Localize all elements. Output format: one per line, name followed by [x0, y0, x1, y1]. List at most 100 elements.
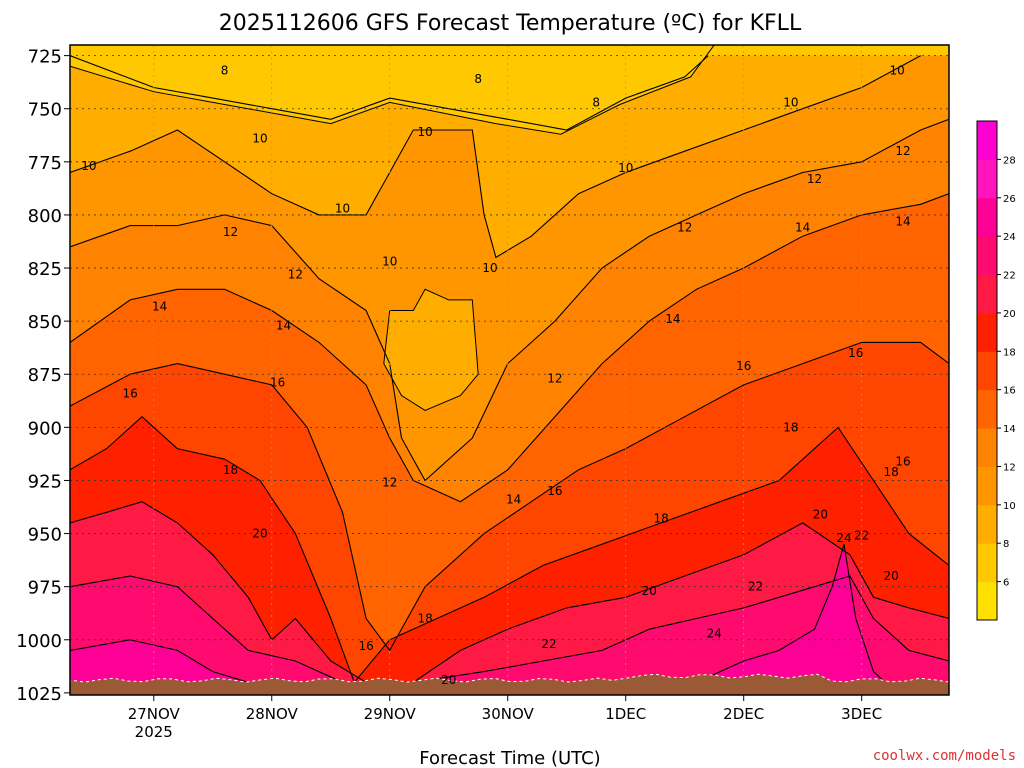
contour-label: 18	[417, 612, 432, 626]
contour-label: 16	[547, 484, 562, 498]
contour-label: 14	[506, 493, 521, 507]
colorbar-label: 8	[1003, 539, 1009, 550]
contour-label: 16	[736, 359, 751, 373]
y-tick-label: 925	[28, 471, 62, 492]
y-tick-label: 725	[28, 47, 62, 68]
isotherm-14	[70, 193, 949, 503]
colorbar-label: 24	[1003, 232, 1016, 243]
contour-label: 20	[642, 584, 657, 598]
y-tick-label: 875	[28, 365, 62, 386]
x-tick-label: 29NOV	[364, 705, 417, 723]
y-tick-label: 850	[28, 312, 62, 333]
y-tick-label: 950	[28, 525, 62, 546]
colorbar-swatch	[977, 504, 997, 544]
x-tick-label: 27NOV	[128, 705, 181, 723]
colorbar-swatch	[977, 466, 997, 506]
ground-surface	[70, 673, 949, 695]
contour-label: 20	[813, 507, 828, 521]
contour-label: 10	[783, 95, 798, 109]
y-tick-label: 825	[28, 259, 62, 280]
colorbar-swatch	[977, 121, 997, 160]
contour-label: 14	[665, 312, 680, 326]
contour-label: 14	[276, 318, 291, 332]
contour-label: 12	[895, 144, 910, 158]
colorbar-swatch	[977, 389, 997, 429]
colorbar-swatch	[977, 159, 997, 199]
colorbar-frame	[976, 120, 998, 621]
contour-label: 20	[252, 527, 267, 541]
y-tick-label: 800	[28, 206, 62, 227]
colorbar-label: 28	[1003, 155, 1016, 166]
y-tick-label: 975	[28, 578, 62, 599]
isotherm-8	[70, 55, 709, 131]
contour-label: 18	[884, 465, 899, 479]
contour-label: 8	[474, 72, 482, 86]
y-tick-label: 775	[28, 153, 62, 174]
contour-label: 20	[441, 673, 456, 687]
contour-label: 16	[895, 454, 910, 468]
contour-label: 10	[335, 202, 350, 216]
contour-label: 18	[223, 463, 238, 477]
x-tick-label: 28NOV	[246, 705, 299, 723]
contour-label: 10	[81, 159, 96, 173]
isotherm-20	[70, 501, 949, 683]
contour-label: 22	[541, 637, 556, 651]
x-tick-year: 2025	[135, 723, 173, 741]
colorbar-label: 16	[1003, 386, 1016, 397]
contour-label: 20	[884, 569, 899, 583]
colorbar-label: 20	[1003, 309, 1016, 320]
y-tick-label: 900	[28, 418, 62, 439]
colorbar-swatch	[977, 274, 997, 314]
y-tick-label: 1000	[16, 631, 62, 652]
isotherm-18	[70, 415, 949, 684]
x-tick-label: 1DEC	[605, 705, 646, 723]
y-tick-label: 1025	[16, 684, 62, 705]
contour-label: 10	[889, 63, 904, 77]
contour-label: 12	[677, 221, 692, 235]
contour-label: 14	[152, 299, 167, 313]
plot-frame	[69, 44, 950, 696]
contour-label: 12	[382, 476, 397, 490]
colorbar-label: 12	[1003, 462, 1016, 473]
colorbar-label: 26	[1003, 194, 1016, 205]
contour-label: 10	[482, 261, 497, 275]
colorbar-swatch	[977, 428, 997, 467]
contour-label: 16	[848, 346, 863, 360]
contour-label: 14	[895, 214, 910, 228]
colorbar-swatch	[977, 581, 997, 621]
contour-label: 8	[221, 63, 229, 77]
contour-label: 10	[618, 161, 633, 175]
isotherm-22	[70, 575, 949, 683]
credit-text: coolwx.com/models	[873, 748, 1016, 764]
contour-label: 10	[417, 125, 432, 139]
colorbar-swatch	[977, 543, 997, 583]
contour-label: 16	[359, 639, 374, 653]
x-tick-label: 2DEC	[723, 705, 764, 723]
colorbar-label: 6	[1003, 578, 1009, 589]
colorbar-swatch	[977, 236, 997, 276]
contour-label: 22	[748, 580, 763, 594]
isotherm-24	[70, 544, 886, 683]
contour-label: 18	[783, 420, 798, 434]
colorbar-label: 22	[1003, 271, 1016, 282]
temp-band-22	[70, 576, 949, 695]
contour-label: 10	[252, 131, 267, 145]
contour-label: 12	[223, 225, 238, 239]
contour-label: 16	[270, 376, 285, 390]
contour-label: 18	[653, 512, 668, 526]
x-tick-label: 30NOV	[482, 705, 535, 723]
contour-label: 16	[123, 386, 138, 400]
colorbar-label: 14	[1003, 424, 1016, 435]
contour-label: 24	[707, 626, 722, 640]
y-tick-label: 750	[28, 100, 62, 121]
contour-label: 22	[854, 529, 869, 543]
colorbar-swatch	[977, 197, 997, 237]
colorbar-label: 18	[1003, 347, 1016, 358]
cold-pocket-0	[70, 45, 715, 135]
contour-label: 12	[288, 267, 303, 281]
contour-label: 8	[592, 95, 600, 109]
contour-label: 24	[836, 531, 851, 545]
colorbar-swatch	[977, 351, 997, 391]
chart-title: 2025112606 GFS Forecast Temperature (ºC)…	[219, 11, 802, 36]
